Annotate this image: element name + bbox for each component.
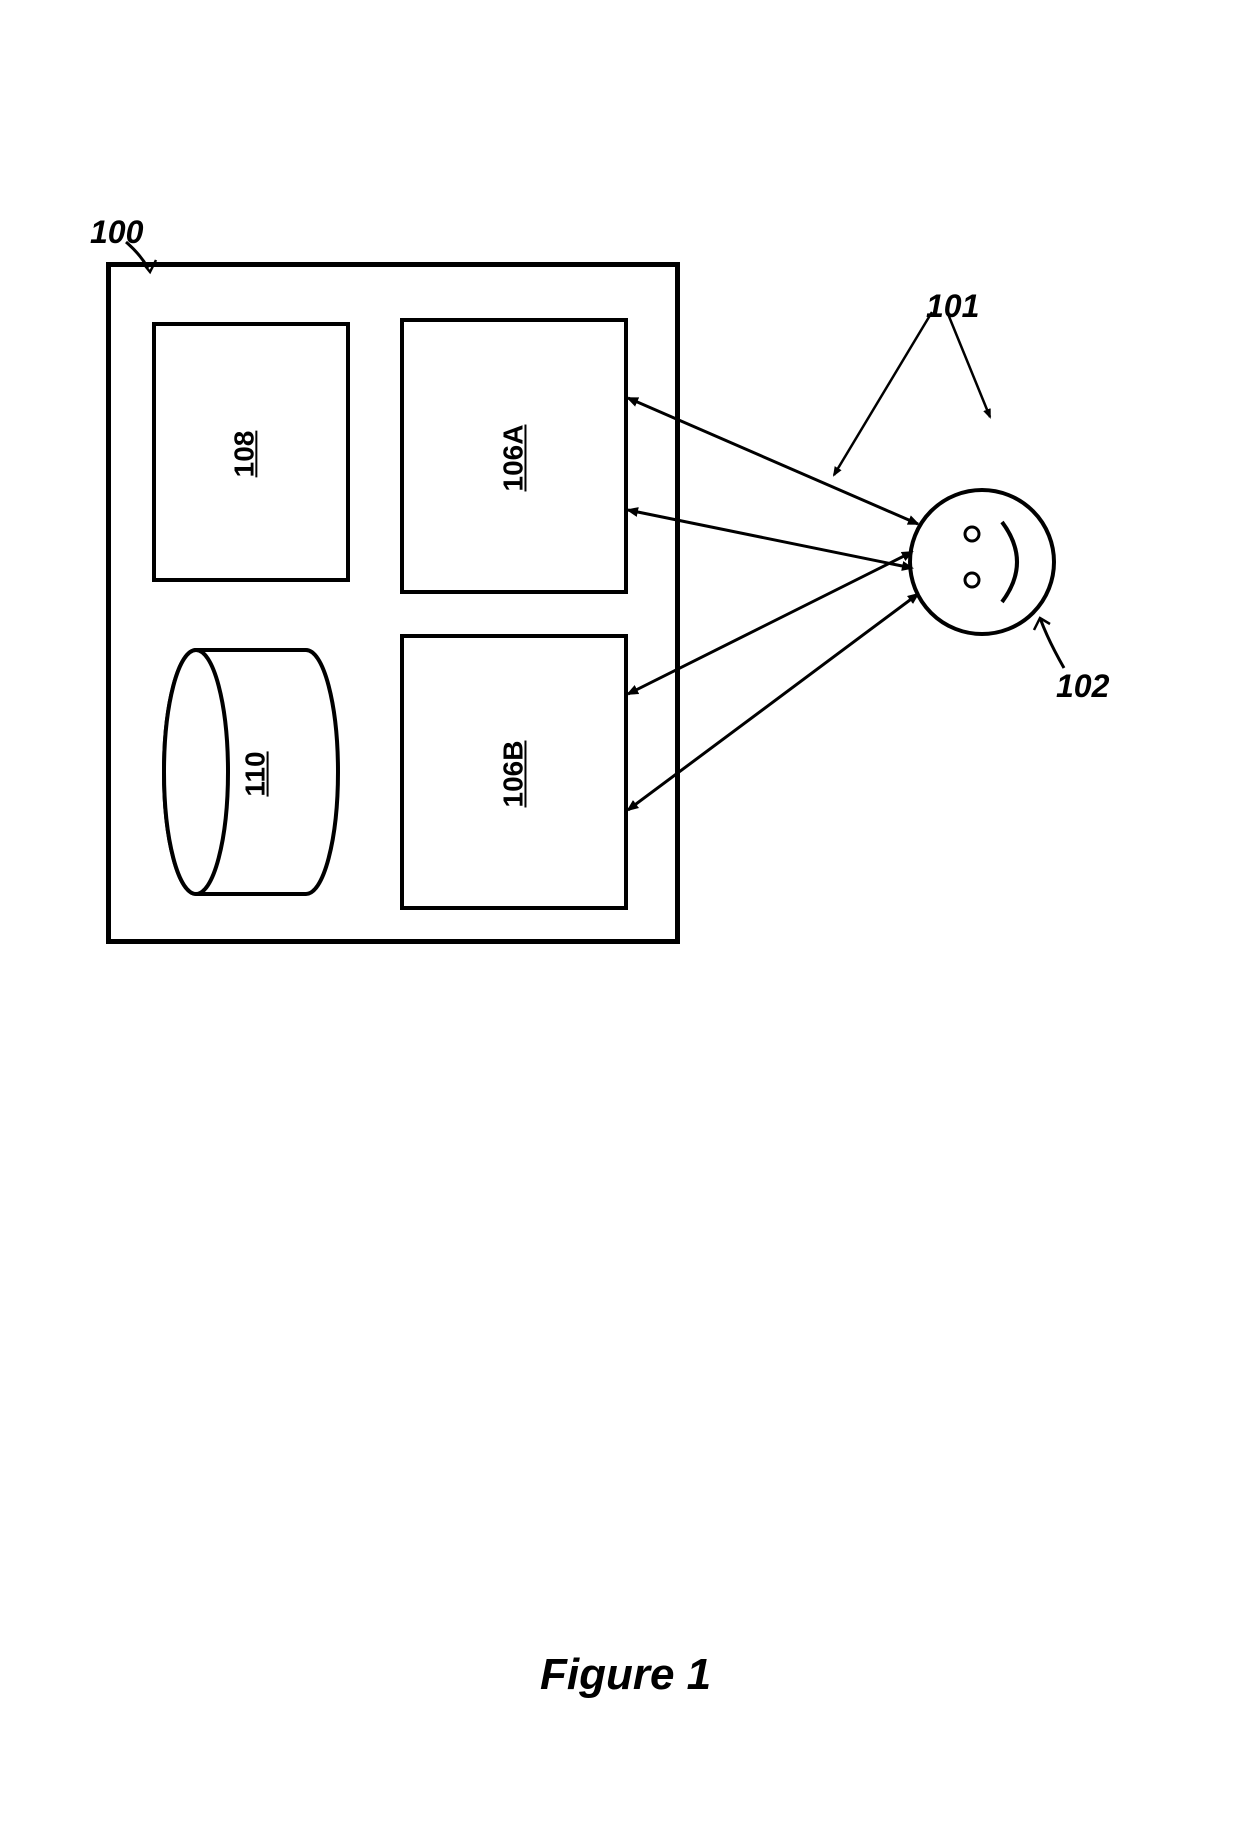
figure-title: Figure 1 [540, 1650, 711, 1700]
diagram-container: 108 106A 106B 110 100 101 102 Figure 1 [0, 0, 1240, 1829]
ref-102-leader [0, 0, 1240, 1829]
